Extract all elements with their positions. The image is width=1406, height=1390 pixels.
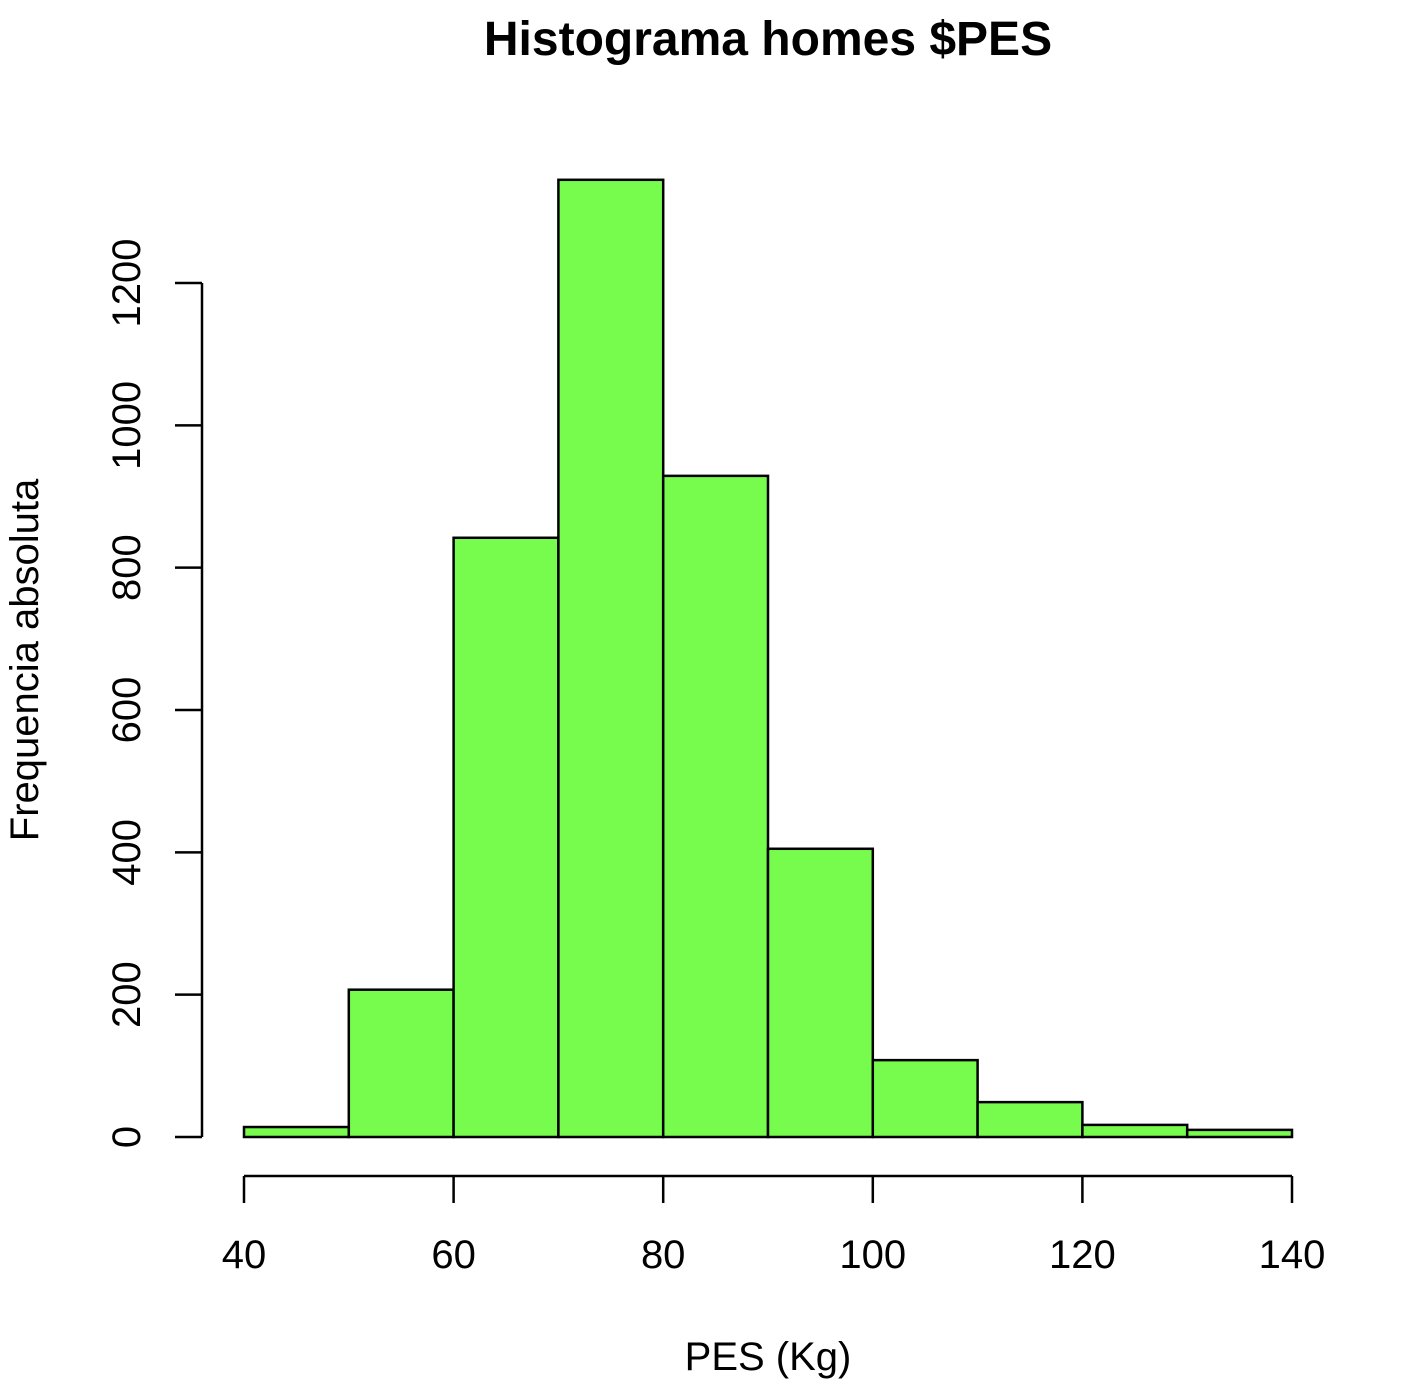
x-axis: 40 60 80 100 120 140 bbox=[222, 1174, 1326, 1277]
y-tick-label-600: 600 bbox=[105, 677, 149, 744]
x-tick-label-40: 40 bbox=[222, 1233, 267, 1277]
y-tick-label-200: 200 bbox=[105, 961, 149, 1028]
chart-title: Histograma homes $PES bbox=[484, 13, 1052, 66]
histogram-bar-130-140 bbox=[1185, 1128, 1294, 1139]
histogram-bar-80-90 bbox=[661, 474, 770, 1139]
x-axis-label: PES (Kg) bbox=[685, 1335, 852, 1379]
histogram-bar-120-130 bbox=[1081, 1123, 1189, 1139]
histogram-bar-50-60 bbox=[347, 988, 455, 1139]
histogram-bar-60-70 bbox=[452, 536, 560, 1139]
y-tick-label-0: 0 bbox=[105, 1126, 149, 1148]
histogram-bar-110-120 bbox=[976, 1100, 1084, 1139]
y-tick-label-800: 800 bbox=[105, 534, 149, 601]
x-tick-label-100: 100 bbox=[839, 1233, 906, 1277]
x-tick-label-80: 80 bbox=[641, 1233, 686, 1277]
histogram-bar-100-110 bbox=[871, 1058, 979, 1139]
x-tick-label-60: 60 bbox=[431, 1233, 476, 1277]
y-tick-label-400: 400 bbox=[105, 819, 149, 886]
bars-group bbox=[242, 178, 1294, 1139]
y-axis-label: Frequencia absoluta bbox=[3, 478, 47, 841]
x-tick-label-120: 120 bbox=[1049, 1233, 1116, 1277]
y-axis: 0 200 400 600 800 1000 1200 bbox=[105, 239, 204, 1148]
histogram-bar-70-80 bbox=[557, 178, 665, 1139]
y-tick-label-1000: 1000 bbox=[105, 381, 149, 470]
x-tick-label-140: 140 bbox=[1259, 1233, 1326, 1277]
histogram-bar-40-50 bbox=[242, 1125, 351, 1139]
y-tick-label-1200: 1200 bbox=[105, 239, 149, 328]
histogram-bar-90-100 bbox=[766, 847, 875, 1139]
